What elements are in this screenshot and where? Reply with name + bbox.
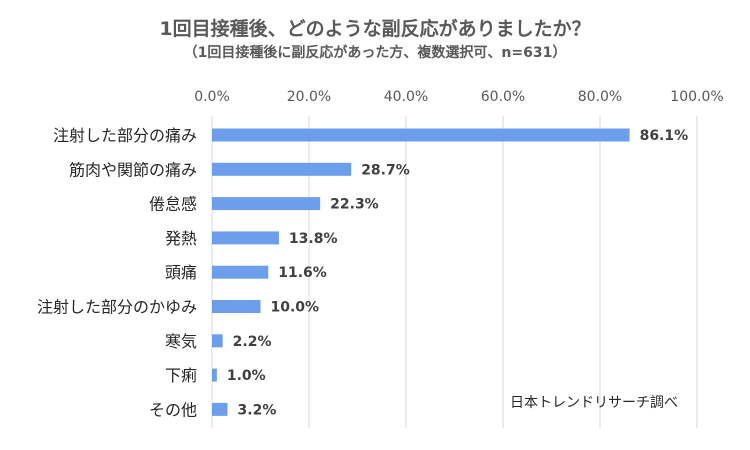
x-tick-label: 20.0%	[287, 89, 331, 105]
chart-title: 1回目接種後、どのような副反応がありましたか？	[159, 18, 591, 40]
bar	[212, 162, 352, 176]
bar	[212, 402, 228, 416]
data-label: 10.0%	[271, 300, 320, 316]
data-label: 13.8%	[289, 231, 338, 247]
data-label: 86.1%	[640, 128, 689, 144]
bar	[212, 368, 217, 382]
x-tick-label: 80.0%	[578, 89, 622, 105]
data-label: 22.3%	[330, 197, 379, 213]
category-label: 頭痛	[165, 263, 197, 282]
x-tick-label: 100.0%	[670, 89, 723, 105]
category-label: 下痢	[165, 366, 197, 385]
data-label: 1.0%	[227, 368, 266, 384]
x-tick-label: 60.0%	[481, 89, 525, 105]
category-label: 注射した部分のかゆみ	[37, 298, 197, 317]
x-tick-label: 0.0%	[194, 89, 230, 105]
bar	[212, 128, 630, 142]
data-label: 11.6%	[278, 265, 327, 281]
chart-subtitle: （1回目接種後に副反応があった方、複数選択可、n=631）	[183, 45, 567, 61]
category-label: 発熱	[165, 229, 197, 248]
bar	[212, 334, 223, 348]
bar	[212, 265, 269, 279]
bar	[212, 300, 261, 313]
bar	[212, 197, 321, 211]
bar	[212, 231, 279, 245]
data-label: 3.2%	[238, 402, 277, 418]
category-label: 筋肉や関節の痛み	[69, 160, 197, 179]
data-label: 28.7%	[361, 162, 410, 178]
data-label: 2.2%	[233, 334, 272, 350]
x-tick-label: 40.0%	[384, 89, 428, 105]
category-label: 寒気	[165, 332, 197, 351]
category-label: 注射した部分の痛み	[53, 126, 197, 145]
category-label: その他	[149, 400, 197, 419]
source-note: 日本トレンドリサーチ調べ	[510, 395, 678, 411]
category-label: 倦怠感	[149, 195, 197, 214]
